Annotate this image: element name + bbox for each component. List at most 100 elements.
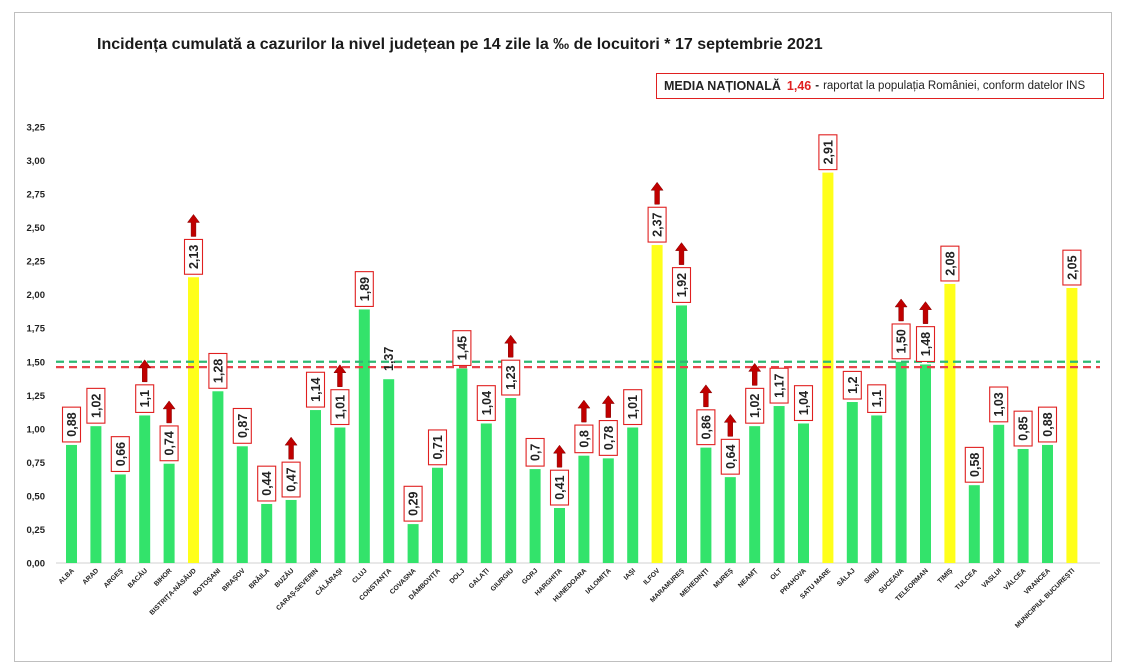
up-arrow-icon [504, 334, 518, 358]
data-label-box [354, 271, 374, 307]
y-tick-label: 1,50 [27, 357, 46, 368]
up-arrow-icon [577, 399, 591, 423]
data-label: 0,86 [699, 415, 713, 439]
national-average-dash: - [815, 80, 820, 92]
x-category-label: SIBIU [863, 567, 881, 585]
bar [310, 410, 321, 563]
bar [1066, 287, 1078, 563]
data-label: 1,04 [480, 391, 494, 415]
x-category-label: MUREȘ [712, 567, 735, 590]
up-arrow-icon [723, 413, 737, 437]
data-label-box [696, 409, 716, 446]
data-label-box [232, 407, 252, 444]
x-category-label: TULCEA [954, 567, 979, 592]
up-arrow-icon [187, 214, 200, 237]
bar [212, 391, 224, 563]
bar [773, 406, 785, 563]
data-label-box [598, 420, 618, 456]
y-tick-label: 0,50 [27, 491, 46, 502]
data-label: 1,14 [309, 377, 323, 401]
data-label-box [183, 238, 204, 275]
bar [114, 474, 126, 563]
data-label-box [525, 437, 545, 467]
data-label: 1,92 [675, 273, 689, 297]
chart-title: Incidența cumulată a cazurilor la nivel … [97, 36, 823, 53]
data-label-box [891, 323, 911, 360]
x-category-label: NEAMȚ [737, 567, 760, 590]
bar [480, 423, 492, 563]
data-label: 0,74 [163, 431, 177, 455]
x-category-label: IAȘI [623, 567, 637, 581]
x-category-label: IALOMIȚA [585, 567, 613, 595]
y-tick-label: 0,75 [27, 458, 46, 469]
data-label: 1,17 [773, 373, 787, 397]
bar [1042, 444, 1053, 563]
data-label: 2,13 [187, 245, 201, 269]
x-category-label: ARGEȘ [103, 567, 125, 589]
up-arrow-icon [919, 301, 932, 324]
bar [236, 446, 248, 563]
data-label-box [818, 134, 838, 171]
up-arrow-icon [699, 384, 713, 408]
up-arrow-icon [675, 242, 688, 265]
data-label-box [305, 371, 326, 408]
x-category-label: CLUJ [351, 567, 369, 585]
x-category-label: SĂLAJ [835, 566, 857, 588]
bar [456, 368, 468, 563]
data-label: 0,41 [553, 475, 567, 499]
data-label-box [403, 485, 423, 522]
data-label-box [1037, 406, 1058, 443]
bar [285, 499, 297, 563]
data-label-box [501, 359, 521, 396]
data-label: 1,02 [89, 394, 103, 418]
x-category-label: DOLJ [449, 567, 467, 585]
data-label: 2,08 [943, 251, 957, 275]
data-label-box [915, 326, 936, 363]
data-label: 2,05 [1065, 255, 1079, 279]
bar [407, 524, 419, 563]
bar [846, 402, 858, 563]
data-label-box [549, 469, 570, 506]
data-label: 1,89 [358, 277, 372, 301]
data-label: 1,48 [919, 332, 933, 356]
data-label-box [745, 387, 765, 424]
data-label: 0,78 [602, 426, 616, 450]
y-tick-label: 3,00 [27, 156, 46, 167]
bar [968, 485, 980, 563]
national-average-value: 1,46 [786, 79, 812, 93]
national-average-text: raportat la populația României, conform … [823, 80, 1086, 92]
data-label-box [940, 245, 960, 282]
data-label: 0,7 [529, 444, 543, 461]
data-label: 1,1 [138, 390, 152, 407]
data-label: 1,28 [211, 359, 225, 383]
x-category-label: BIHOR [153, 567, 174, 588]
bar [749, 426, 761, 563]
bar [261, 503, 273, 563]
x-category-label: GORJ [521, 567, 540, 586]
data-label: 0,44 [260, 471, 274, 495]
data-label: 1,37 [382, 347, 396, 371]
data-label-box [720, 438, 740, 475]
data-label-box [281, 461, 301, 498]
bar [90, 426, 102, 563]
bar [602, 458, 614, 563]
bar [798, 423, 809, 563]
y-tick-label: 1,25 [27, 391, 46, 402]
data-label-box [476, 385, 496, 422]
x-category-label: BRAȘOV [221, 567, 247, 593]
bar [163, 463, 175, 563]
data-label-box [61, 406, 82, 443]
up-arrow-icon [138, 359, 152, 383]
x-category-label: GALAȚI [468, 567, 491, 590]
data-label-box [86, 387, 106, 424]
data-label-box [671, 267, 692, 303]
x-category-label: BACĂU [125, 566, 149, 590]
up-arrow-icon [284, 436, 298, 460]
data-label: 0,29 [407, 491, 421, 515]
data-label: 1,2 [846, 376, 860, 393]
y-tick-label: 0,00 [27, 559, 46, 570]
data-label: 1,45 [455, 336, 469, 360]
bar [676, 305, 687, 563]
x-category-label: ILFOV [642, 567, 661, 586]
